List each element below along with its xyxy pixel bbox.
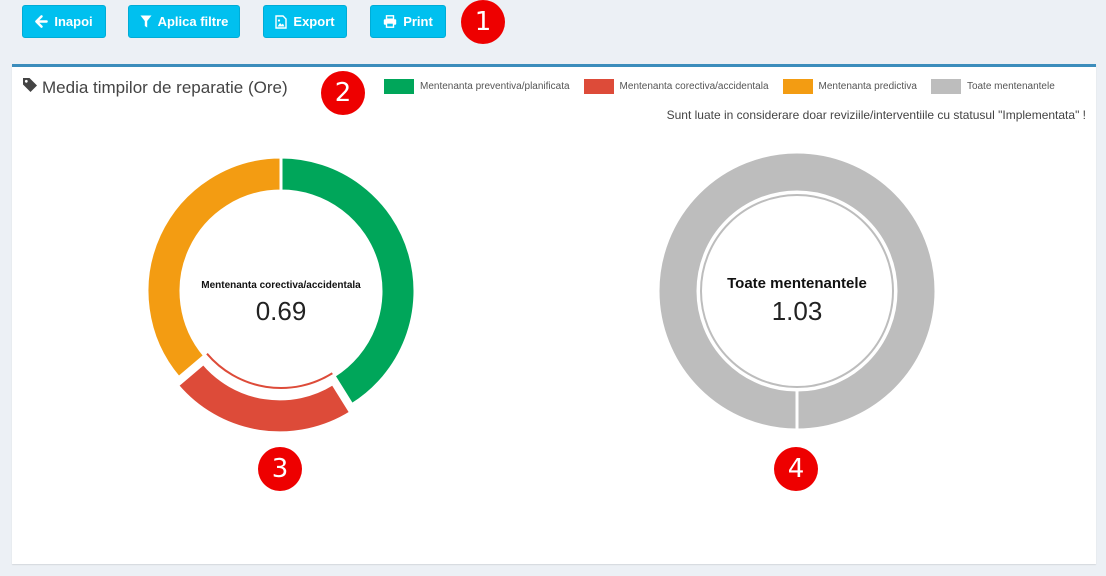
image-file-icon [275, 14, 288, 29]
back-button[interactable]: Inapoi [22, 5, 106, 38]
callout-badge-2: 2 [321, 71, 365, 115]
legend-swatch-all [930, 79, 961, 94]
status-note: Sunt luate in considerare doar reviziile… [666, 108, 1086, 122]
legend-label-predictive: Mentenanta predictiva [818, 81, 917, 92]
legend-label-preventive: Mentenanta preventiva/planificata [420, 81, 570, 92]
tag-icon [22, 77, 38, 98]
callout-badge-4: 4 [774, 447, 818, 491]
doughnut-slice-mentenanta-predictiva[interactable] [145, 155, 283, 380]
doughnut-slice-mentenanta-corectiva-accidentala[interactable] [175, 361, 353, 435]
legend-swatch-corrective [583, 79, 614, 94]
legend-item-preventive[interactable]: Mentenanta preventiva/planificata [384, 79, 570, 94]
filter-icon [140, 15, 152, 28]
chart-panel: Media timpilor de reparatie (Ore) Menten… [12, 64, 1096, 564]
legend-swatch-predictive [782, 79, 813, 94]
doughnut-chart-by-type: Mentenanta corectiva/accidentala 0.69 [145, 155, 417, 435]
hover-highlight-arc [206, 353, 333, 389]
center-label: Mentenanta corectiva/accidentala [201, 280, 361, 291]
chart-legend: Mentenanta preventiva/planificata Menten… [384, 79, 1055, 94]
arrow-left-icon [35, 15, 49, 28]
doughnut-chart-all: Toate mentenantele 1.03 [656, 150, 938, 432]
legend-item-predictive[interactable]: Mentenanta predictiva [782, 79, 917, 94]
doughnut-slice-mentenanta-preventiva-planificata[interactable] [279, 155, 417, 407]
print-button[interactable]: Print [370, 5, 446, 38]
inner-ring [700, 194, 894, 388]
legend-item-all[interactable]: Toate mentenantele [930, 79, 1055, 94]
export-label: Export [293, 14, 335, 29]
panel-title-text: Media timpilor de reparatie (Ore) [42, 77, 288, 97]
legend-label-all: Toate mentenantele [966, 81, 1055, 92]
toolbar: Inapoi Aplica filtre Export Print 1 [0, 0, 1106, 60]
apply-filters-button[interactable]: Aplica filtre [128, 5, 240, 38]
legend-item-corrective[interactable]: Mentenanta corectiva/accidentala [583, 79, 769, 94]
legend-swatch-preventive [384, 79, 414, 94]
center-label: Toate mentenantele [727, 275, 867, 292]
panel-title: Media timpilor de reparatie (Ore) [22, 77, 288, 98]
print-label: Print [403, 14, 433, 29]
callout-badge-1: 1 [461, 0, 505, 44]
center-value: 1.03 [772, 296, 823, 326]
back-button-label: Inapoi [54, 14, 93, 29]
export-button[interactable]: Export [263, 5, 347, 38]
printer-icon [383, 15, 397, 28]
legend-label-corrective: Mentenanta corectiva/accidentala [619, 81, 769, 92]
apply-filters-label: Aplica filtre [157, 14, 229, 29]
center-value: 0.69 [256, 296, 307, 326]
doughnut-slice-toate-mentenantele[interactable] [656, 150, 938, 432]
callout-badge-3: 3 [258, 447, 302, 491]
